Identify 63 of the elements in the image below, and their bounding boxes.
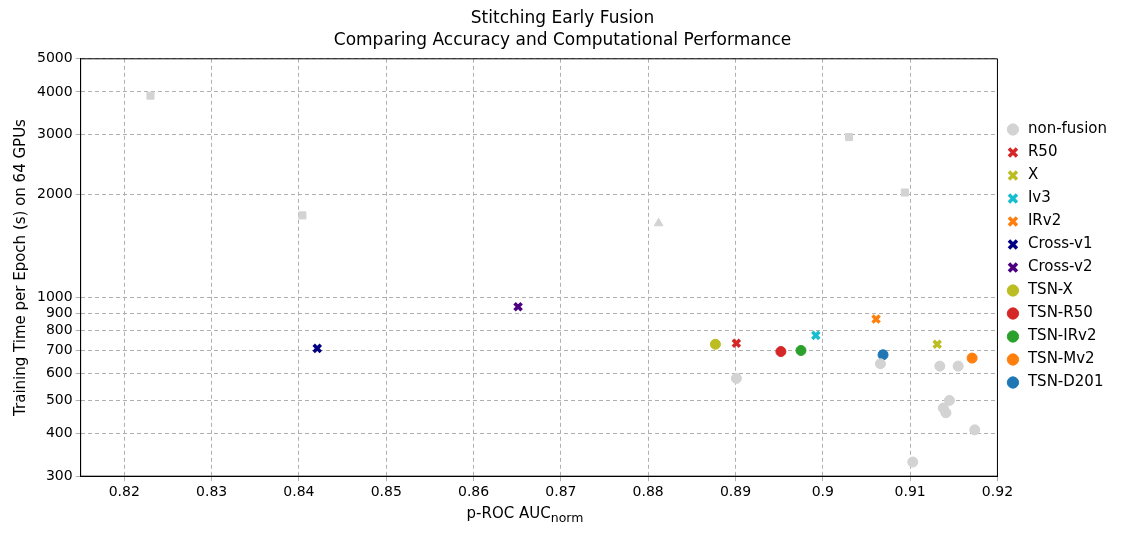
x-tick-label: 0.88 xyxy=(632,483,664,500)
point xyxy=(969,424,981,436)
y-tick-label: 900 xyxy=(45,303,73,320)
y-tick-label: 5000 xyxy=(36,49,73,66)
point xyxy=(940,407,952,419)
legend-label: TSN-IRv2 xyxy=(1026,326,1097,345)
legend-label: non-fusion xyxy=(1027,119,1107,138)
x-tick-label: 0.89 xyxy=(719,483,752,500)
chart-title: Stitching Early Fusion xyxy=(470,6,655,27)
y-tick-label: 300 xyxy=(45,466,73,483)
point xyxy=(512,301,524,313)
legend-label: TSN-D201 xyxy=(1026,372,1104,391)
legend-label: R50 xyxy=(1027,142,1058,161)
x-tick-label: 0.92 xyxy=(981,483,1014,500)
point xyxy=(966,352,978,364)
y-tick-label: 3000 xyxy=(36,125,73,142)
x-tick-label: 0.91 xyxy=(894,483,926,500)
point xyxy=(877,349,889,361)
point xyxy=(844,133,854,142)
point xyxy=(907,456,919,468)
x-tick-label: 0.86 xyxy=(457,483,490,500)
x-tick-label: 0.9 xyxy=(811,483,834,500)
legend-label: TSN-Mv2 xyxy=(1026,349,1095,368)
y-tick-label: 4000 xyxy=(36,82,73,99)
chart-subtitle: Comparing Accuracy and Computational Performance xyxy=(333,29,792,50)
point xyxy=(810,330,822,341)
point xyxy=(653,217,664,227)
y-tick-label: 500 xyxy=(45,391,73,408)
point xyxy=(730,372,742,384)
point xyxy=(795,344,807,356)
point xyxy=(952,360,964,372)
point xyxy=(298,211,307,220)
x-tick-label: 0.82 xyxy=(108,483,140,500)
legend-label: Cross-v2 xyxy=(1027,257,1093,276)
y-tick-label: 600 xyxy=(45,364,73,380)
x-tick-label: 0.84 xyxy=(283,483,315,500)
x-tick-label: 0.85 xyxy=(370,483,402,500)
point xyxy=(146,91,155,100)
y-axis-title: Training Time per Epoch (s) on 64 GPUs xyxy=(10,118,29,417)
legend-label: TSN-X xyxy=(1026,280,1073,299)
point xyxy=(775,346,787,358)
point xyxy=(870,313,882,325)
point xyxy=(900,188,909,197)
point xyxy=(311,343,323,354)
legend-label: IRv2 xyxy=(1027,211,1062,230)
legend-label: X xyxy=(1027,165,1039,184)
y-tick-label: 400 xyxy=(45,424,73,441)
legend-label: TSN-R50 xyxy=(1026,303,1093,322)
y-tick-label: 2000 xyxy=(36,185,73,202)
x-axis-title: p-ROC AUC$_{norm}$ xyxy=(465,504,585,525)
point xyxy=(943,394,955,406)
legend-label: Cross-v1 xyxy=(1027,234,1093,253)
y-tick-label: 1000 xyxy=(36,288,73,305)
point xyxy=(731,337,742,349)
point xyxy=(934,360,946,372)
x-tick-label: 0.87 xyxy=(545,483,577,500)
point xyxy=(874,358,886,370)
y-tick-label: 800 xyxy=(45,321,73,338)
point xyxy=(709,338,721,350)
legend-label: Iv3 xyxy=(1027,188,1051,207)
y-tick-label: 700 xyxy=(45,341,73,358)
x-tick-label: 0.83 xyxy=(196,483,228,500)
point xyxy=(931,338,943,350)
